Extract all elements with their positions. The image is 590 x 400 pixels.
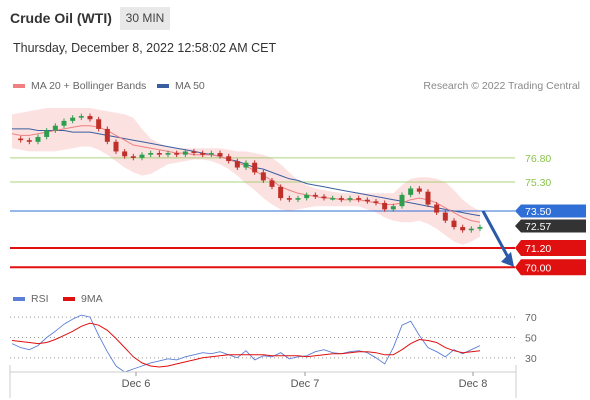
candle-body: [44, 130, 50, 137]
candle-body: [156, 153, 162, 155]
candle-body: [338, 198, 344, 200]
candle-body: [347, 198, 353, 200]
candle-body: [191, 151, 197, 154]
level-label-76.80: 76.80: [525, 153, 551, 165]
legend-9ma: 9MA: [63, 293, 103, 305]
bollinger-band: [12, 108, 480, 245]
candle-body: [122, 151, 128, 157]
rsi-series-9MA: [11, 322, 481, 368]
candle-body: [35, 136, 41, 142]
candle-body: [295, 198, 301, 200]
level-label-71.20: 71.20: [525, 243, 551, 255]
level-label-72.57: 72.57: [525, 221, 551, 233]
candle-body: [382, 202, 388, 210]
candle-body: [104, 128, 110, 142]
candle-body: [260, 172, 266, 181]
candle-body: [460, 227, 466, 231]
candle-body: [416, 188, 422, 192]
level-label-75.30: 75.30: [525, 177, 551, 189]
ma9-label: 9MA: [81, 293, 103, 305]
candle-body: [26, 140, 32, 142]
forecast-arrow-shaft: [481, 210, 512, 262]
rsi-tick-30: 30: [525, 353, 537, 365]
candle-body: [330, 198, 336, 200]
legend-ma20: MA 20 + Bollinger Bands: [13, 80, 146, 92]
candle-body: [434, 204, 440, 213]
candle-body: [200, 153, 206, 155]
candle-body: [182, 151, 188, 155]
candle-body: [468, 228, 474, 231]
candles: [18, 113, 483, 233]
timeframe-button[interactable]: 30 MIN: [120, 7, 170, 30]
x-tick-label: Dec 7: [291, 378, 320, 390]
chart-header: Crude Oil (WTI) 30 MIN: [0, 0, 590, 36]
candle-body: [269, 180, 275, 187]
candle-body: [70, 117, 76, 121]
candle-body: [425, 191, 431, 205]
legend-ma50: MA 50: [157, 80, 205, 92]
forecast-arrow-head: [501, 251, 514, 267]
rsi-series-RSI: [11, 314, 481, 373]
candle-body: [442, 212, 448, 221]
candle-body: [217, 153, 223, 157]
candle-body: [226, 156, 232, 162]
level-tag-73.50: [515, 204, 586, 218]
candle-body: [148, 153, 154, 155]
candle-body: [165, 153, 171, 155]
candle-body: [139, 154, 145, 158]
candle-body: [356, 198, 362, 200]
candle-body: [278, 186, 284, 199]
level-label-70.00: 70.00: [525, 262, 551, 274]
ma9-swatch: [63, 297, 75, 302]
candle-body: [96, 119, 102, 129]
rsi-swatch: [13, 297, 25, 302]
ma50-swatch: [157, 84, 169, 89]
rsi-tick-50: 50: [525, 332, 537, 344]
candle-body: [304, 194, 310, 199]
candle-body: [78, 116, 84, 118]
candle-body: [321, 196, 327, 199]
legend-rsi: RSI: [13, 293, 49, 305]
candle-body: [113, 141, 119, 152]
level-tag-70.00: [515, 259, 586, 276]
rsi-label: RSI: [31, 293, 49, 305]
candle-body: [364, 199, 370, 202]
candle-body: [390, 206, 396, 210]
candle-body: [243, 162, 249, 168]
candle-body: [286, 198, 292, 200]
candle-body: [130, 156, 136, 158]
level-tag-72.57: [515, 219, 586, 233]
candle-body: [52, 125, 58, 131]
ma50-label: MA 50: [175, 80, 205, 92]
candle-body: [408, 188, 414, 195]
candle-body: [174, 153, 180, 155]
candle-body: [373, 201, 379, 203]
ma20-label: MA 20 + Bollinger Bands: [31, 80, 147, 92]
chart-datetime: Thursday, December 8, 2022 12:58:02 AM C…: [13, 41, 277, 55]
x-tick-label: Dec 6: [122, 378, 151, 390]
candle-body: [61, 120, 67, 126]
ma20-swatch: [13, 84, 25, 89]
candle-body: [252, 162, 258, 173]
candle-body: [18, 138, 24, 141]
candle-body: [477, 227, 483, 229]
candle-body: [312, 194, 318, 197]
x-tick-label: Dec 8: [459, 378, 488, 390]
copyright-text: Research © 2022 Trading Central: [423, 80, 580, 92]
instrument-title: Crude Oil (WTI): [10, 10, 112, 26]
candle-body: [399, 194, 405, 207]
level-label-73.50: 73.50: [525, 206, 551, 218]
level-tag-71.20: [515, 239, 586, 256]
candle-body: [234, 161, 240, 168]
candle-body: [451, 220, 457, 228]
candle-body: [208, 153, 214, 155]
candle-body: [87, 116, 93, 120]
rsi-tick-70: 70: [525, 312, 537, 324]
